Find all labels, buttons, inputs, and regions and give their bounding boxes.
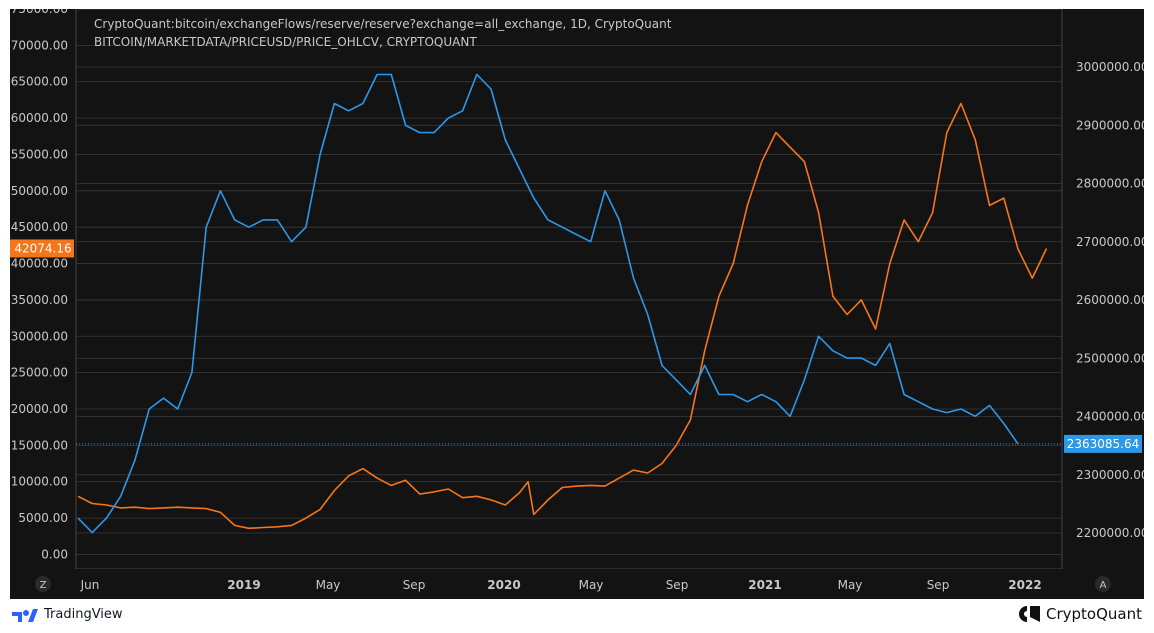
tradingview-label: TradingView — [44, 606, 123, 622]
legend-price-series: BITCOIN/MARKETDATA/PRICEUSD/PRICE_OHLCV,… — [94, 35, 477, 49]
x-axis-tick: Jun — [80, 578, 100, 592]
x-axis-tick: Sep — [927, 578, 950, 592]
x-axis-tick: 2020 — [487, 578, 520, 592]
left-axis-tick: 40000.00 — [11, 257, 68, 271]
left-axis-tick: 70000.00 — [11, 38, 68, 52]
left-axis-tick: 30000.00 — [11, 329, 68, 343]
reserve-current-label: 2363085.64 — [1067, 437, 1140, 451]
auto-scale-right-label: A — [1100, 580, 1107, 591]
right-axis-tick: 2600000.00 — [1076, 293, 1144, 307]
price-current-badge — [10, 239, 74, 258]
left-axis-tick: 25000.00 — [11, 366, 68, 380]
right-axis-tick: 2700000.00 — [1076, 235, 1144, 249]
footer — [0, 600, 1154, 633]
chart-canvas[interactable]: 75000.00 70000.00 65000.00 60000.00 55000.00… — [10, 9, 1144, 599]
legend-reserve-series: CryptoQuant:bitcoin/exchangeFlows/reserv… — [94, 17, 672, 31]
left-axis-tick: 45000.00 — [11, 220, 68, 234]
left-axis-tick: 35000.00 — [11, 293, 68, 307]
x-axis-tick: 2022 — [1008, 578, 1041, 592]
auto-scale-right-button[interactable] — [1095, 576, 1111, 592]
time-axis — [10, 569, 1144, 599]
price-current-label: 42074.16 — [14, 241, 71, 255]
chart-panel[interactable]: 75000.00 70000.00 65000.00 60000.00 55000.00… — [10, 9, 1144, 599]
left-axis-tick: 10000.00 — [11, 475, 68, 489]
right-axis-tick: 2900000.00 — [1076, 118, 1144, 132]
right-axis-tick: 2400000.00 — [1076, 410, 1144, 424]
x-axis-tick: May — [579, 578, 604, 592]
right-axis-tick: 3000000.00 — [1076, 60, 1144, 74]
reserve-series-line — [77, 73, 1019, 534]
left-axis-tick: 20000.00 — [11, 402, 68, 416]
plot-area — [75, 9, 1063, 570]
left-axis-tick: 55000.00 — [11, 147, 68, 161]
left-axis-tick: 65000.00 — [11, 75, 68, 89]
x-axis-tick: Sep — [403, 578, 426, 592]
tradingview-logo[interactable]: TradingView — [12, 606, 123, 622]
right-axis-tick: 2800000.00 — [1076, 177, 1144, 191]
left-axis-tick: 60000.00 — [11, 111, 68, 125]
left-axis-tick: 15000.00 — [11, 438, 68, 452]
cryptoquant-logo[interactable]: CryptoQuant — [1018, 605, 1142, 623]
auto-scale-left-label: Z — [40, 580, 47, 591]
right-axis-tick: 2300000.00 — [1076, 468, 1144, 482]
left-axis-tick: 0.00 — [41, 547, 68, 561]
left-axis-tick: 50000.00 — [11, 184, 68, 198]
left-axis-tick: 5000.00 — [18, 511, 68, 525]
x-axis-tick: May — [316, 578, 341, 592]
cryptoquant-label: CryptoQuant — [1046, 605, 1142, 623]
x-axis-tick: 2021 — [748, 578, 781, 592]
price-series-line — [77, 102, 1048, 530]
left-axis-tick: 75000.00 — [11, 9, 68, 16]
reserve-current-badge — [1064, 434, 1142, 453]
tradingview-icon — [12, 609, 38, 622]
x-axis-tick: 2019 — [227, 578, 260, 592]
cryptoquant-icon — [1019, 606, 1040, 622]
right-axis-tick: 2500000.00 — [1076, 351, 1144, 365]
x-axis-tick: May — [838, 578, 863, 592]
right-axis-tick: 2200000.00 — [1076, 526, 1144, 540]
x-axis-tick: Sep — [666, 578, 689, 592]
auto-scale-left-button[interactable] — [35, 576, 51, 592]
